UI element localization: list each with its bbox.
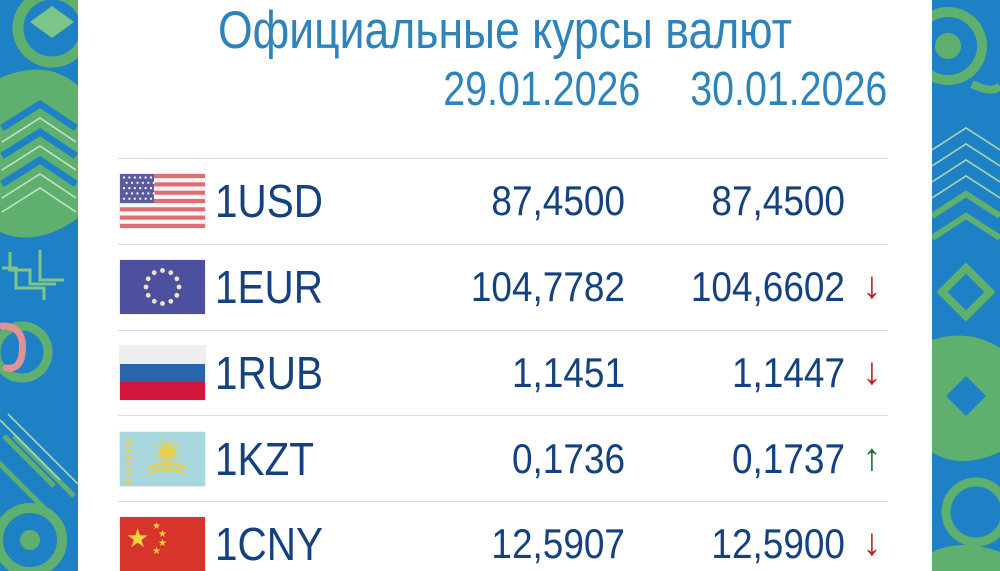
rate-prev-value: 0,1736 [511,434,625,482]
rate-next-value: 12,5900 [711,520,845,568]
table-row: 1USD 87,4500 87,4500 [118,158,888,244]
page-title: Официальные курсы валют [218,1,792,60]
rate-prev-value: 1,1451 [511,348,625,396]
table-row: ★ ★ ★ ★ ★ 1CNY 12,5907 12,5900 ↓ [118,501,888,571]
trend-arrow-icon: ↓ [862,351,882,394]
svg-text:★: ★ [158,529,167,540]
kz-flag-icon [120,431,205,486]
banknote-pattern-right-decoration [932,0,1000,571]
rate-next-value: 104,6602 [690,263,845,311]
rate-next-value: 87,4500 [711,177,845,225]
svg-text:★: ★ [152,546,161,557]
rate-next-value: 1,1447 [731,348,845,396]
svg-text:★: ★ [126,524,149,554]
rates-table: 1USD 87,4500 87,4500 1EUR 104,7782 104,6… [118,158,888,571]
column-header-date-prev: 29.01.2026 [443,63,640,116]
svg-text:★: ★ [152,521,161,532]
currency-label: 1EUR [215,261,323,314]
us-flag-icon [120,174,205,229]
cn-flag-icon: ★ ★ ★ ★ ★ [120,517,205,571]
table-row: 1EUR 104,7782 104,6602 ↓ [118,243,888,330]
rate-prev-value: 12,5907 [491,520,625,568]
trend-arrow-icon: ↓ [862,265,882,308]
eu-flag-icon [120,260,205,315]
date-column-headers: 29.01.2026 30.01.2026 [0,66,1000,118]
rate-prev-value: 104,7782 [470,263,625,311]
table-row: 1RUB 1,1451 1,1447 ↓ [118,329,888,416]
trend-arrow-icon: ↓ [862,522,882,565]
currency-label: 1RUB [215,346,323,399]
currency-label: 1KZT [215,432,314,485]
table-row: 1KZT 0,1736 0,1737 ↑ [118,415,888,501]
trend-arrow-icon: ↑ [862,436,882,479]
rate-next-value: 0,1737 [731,434,845,482]
svg-text:★: ★ [158,538,167,549]
ru-flag-icon [120,345,205,400]
column-header-date-next: 30.01.2026 [690,63,887,116]
banknote-pattern-left-decoration [0,0,78,571]
rate-prev-value: 87,4500 [491,177,625,225]
currency-label: 1USD [215,175,323,228]
currency-label: 1CNY [215,518,323,571]
